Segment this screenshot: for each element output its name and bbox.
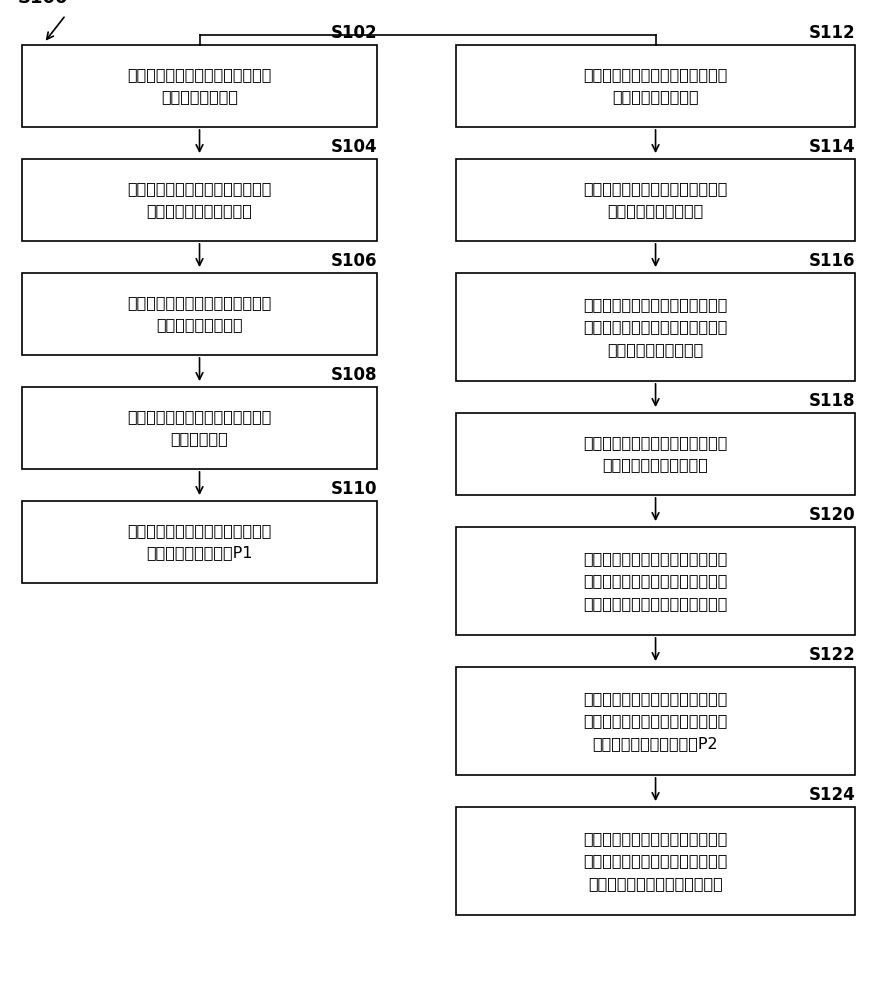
Text: S120: S120 bbox=[809, 506, 855, 524]
Text: S118: S118 bbox=[809, 392, 855, 410]
Text: S108: S108 bbox=[331, 366, 377, 384]
Text: 调整光反射组件，使第二光收发部
接收的通信激光和第一光收发部发
射的通信激光光轴重合: 调整光反射组件，使第二光收发部 接收的通信激光和第一光收发部发 射的通信激光光轴… bbox=[583, 297, 728, 357]
Bar bbox=[22, 273, 377, 355]
Bar bbox=[22, 387, 377, 469]
Bar bbox=[456, 667, 855, 775]
Bar bbox=[456, 527, 855, 635]
Bar bbox=[456, 413, 855, 495]
Text: 通信激光和自校正光分离，分离的
自校正光反射至第三光学镜，分离
的通信激光经主望远镜扩束后发出: 通信激光和自校正光分离，分离的 自校正光反射至第三光学镜，分离 的通信激光经主望… bbox=[583, 551, 728, 611]
Text: 第一光收发部发射的通信激光经主
望远镜扩束后方发出: 第一光收发部发射的通信激光经主 望远镜扩束后方发出 bbox=[583, 67, 728, 105]
Text: 第三光学镜将接收的自校正光反射
至光反射组件: 第三光学镜将接收的自校正光反射 至光反射组件 bbox=[127, 409, 272, 447]
Bar bbox=[456, 807, 855, 915]
Text: S100: S100 bbox=[18, 0, 68, 7]
Text: 第三光学镜将接收的自校正光反射
至光反射组件，并通过光反射组件
反射至成像部，记录光斑P2: 第三光学镜将接收的自校正光反射 至光反射组件，并通过光反射组件 反射至成像部，记… bbox=[583, 691, 728, 751]
Text: S114: S114 bbox=[809, 138, 855, 156]
Text: 光反射组件光接收的自校正光反射
至成像部，生成光斑P1: 光反射组件光接收的自校正光反射 至成像部，生成光斑P1 bbox=[127, 523, 272, 561]
Text: 调整信标光发射部发射的信标光，
使得第一光收发部、第二光收发部
和信标光发射部发射的光轴重合: 调整信标光发射部发射的信标光， 使得第一光收发部、第二光收发部 和信标光发射部发… bbox=[583, 831, 728, 891]
Bar bbox=[22, 159, 377, 241]
Text: S110: S110 bbox=[331, 480, 377, 498]
Bar bbox=[456, 159, 855, 241]
Text: 第二光收发部准直发射通信激光和
自校正光至第二光学镜: 第二光收发部准直发射通信激光和 自校正光至第二光学镜 bbox=[583, 181, 728, 219]
Text: S102: S102 bbox=[331, 24, 377, 42]
Bar bbox=[456, 273, 855, 381]
Bar bbox=[22, 501, 377, 583]
Text: S106: S106 bbox=[331, 252, 377, 270]
Text: S104: S104 bbox=[331, 138, 377, 156]
Bar bbox=[22, 45, 377, 127]
Text: S112: S112 bbox=[809, 24, 855, 42]
Text: 第二光学镜将接收的通信激光和自
校正光反射至光反射组件: 第二光学镜将接收的通信激光和自 校正光反射至光反射组件 bbox=[583, 435, 728, 473]
Text: 第一光收发部发射通信激光和自校
正光至第一光学镜: 第一光收发部发射通信激光和自校 正光至第一光学镜 bbox=[127, 67, 272, 105]
Text: S124: S124 bbox=[809, 786, 855, 804]
Text: S122: S122 bbox=[809, 646, 855, 664]
Text: 光反射组件将接收的自校正光分离
后发射至第三光学镜: 光反射组件将接收的自校正光分离 后发射至第三光学镜 bbox=[127, 295, 272, 333]
Text: S116: S116 bbox=[809, 252, 855, 270]
Bar bbox=[456, 45, 855, 127]
Text: 第一光学镜将接收的通信激光和自
校正光反射至光反射组件: 第一光学镜将接收的通信激光和自 校正光反射至光反射组件 bbox=[127, 181, 272, 219]
